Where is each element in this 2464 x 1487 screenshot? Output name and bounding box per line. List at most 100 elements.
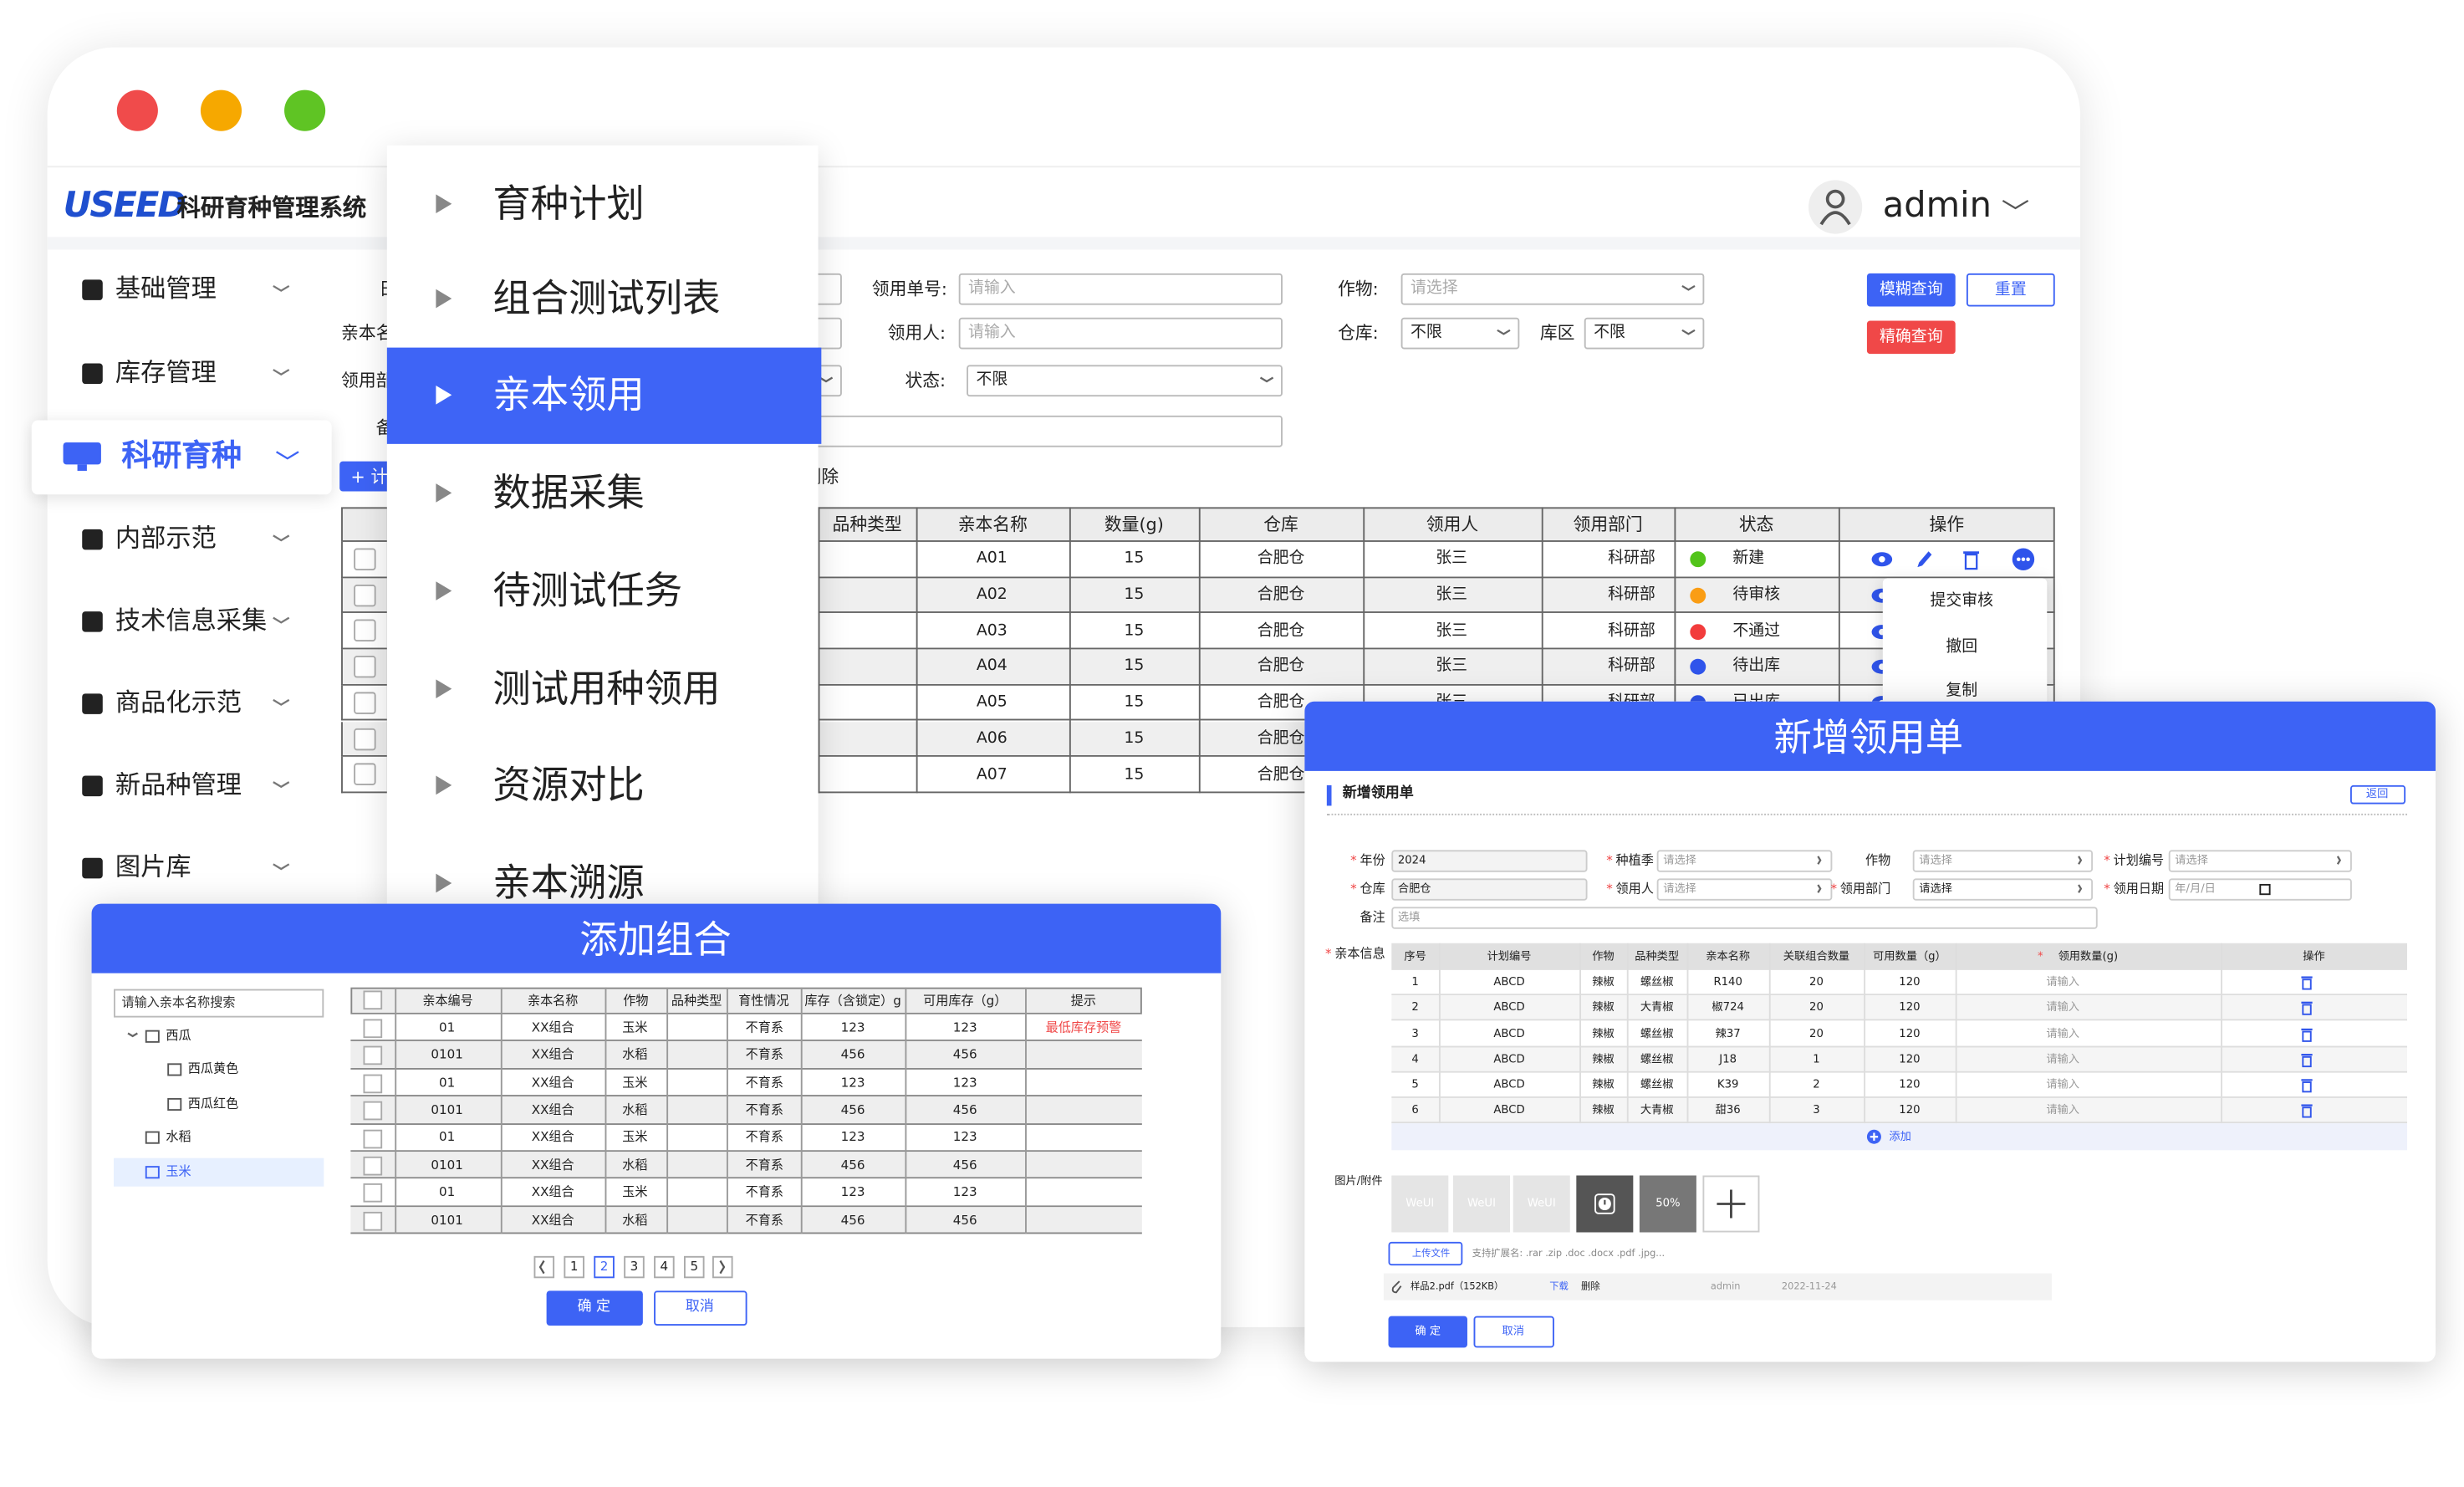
tree-node[interactable]: 水稻 [166, 1129, 191, 1144]
row-menu-item[interactable]: 撤回 [1946, 637, 1978, 656]
checkbox[interactable] [354, 548, 376, 570]
input[interactable] [2168, 850, 2352, 872]
tree-node[interactable]: 玉米 [166, 1164, 191, 1179]
button-text[interactable]: 精确查询 [1880, 328, 1943, 346]
sidebar-item[interactable]: 内部示范 [115, 523, 217, 554]
row-delete[interactable] [2301, 1079, 2313, 1093]
row-menu-item[interactable]: 复制 [1946, 682, 1978, 700]
action-edit[interactable] [1916, 550, 1933, 570]
action-more[interactable] [2012, 549, 2035, 571]
add-row[interactable] [1391, 1123, 2407, 1151]
button-text[interactable]: 模糊查询 [1880, 281, 1943, 299]
input[interactable] [1400, 273, 1705, 305]
checkbox[interactable] [363, 1101, 383, 1121]
input[interactable] [958, 273, 1283, 305]
checkbox[interactable] [363, 1183, 383, 1203]
checkbox[interactable] [363, 1046, 383, 1065]
button-text[interactable]: 确 定 [577, 1299, 611, 1316]
page-box[interactable] [594, 1255, 615, 1279]
page-prev[interactable] [533, 1255, 555, 1279]
menu-item[interactable]: 测试用种领用 [492, 667, 721, 712]
page-number[interactable]: 5 [690, 1259, 699, 1274]
button[interactable] [654, 1290, 747, 1326]
add-text[interactable]: 添加 [1889, 1129, 1911, 1142]
sidebar-item[interactable]: 库存管理 [115, 356, 217, 387]
checkbox[interactable] [363, 1019, 383, 1039]
button-text[interactable]: 取消 [1502, 1325, 1524, 1338]
input[interactable] [1912, 850, 2094, 872]
action-view[interactable] [1871, 552, 1893, 568]
button-text[interactable]: 返回 [2365, 787, 2389, 800]
menu-item[interactable]: 亲本溯源 [492, 861, 645, 906]
input[interactable] [1400, 317, 1520, 350]
page-next[interactable] [712, 1255, 733, 1279]
page-number[interactable]: 4 [660, 1259, 669, 1274]
checkbox[interactable] [363, 990, 383, 1010]
row-delete[interactable] [2301, 976, 2313, 990]
button[interactable] [1966, 273, 2055, 307]
input[interactable] [1584, 317, 1705, 350]
input[interactable] [958, 317, 1283, 350]
input[interactable] [1656, 850, 1833, 872]
tree-node[interactable]: 西瓜 [166, 1028, 191, 1043]
page-box[interactable] [624, 1255, 645, 1279]
button-text[interactable]: 上传文件 [1411, 1247, 1451, 1259]
checkbox[interactable] [354, 692, 376, 714]
menu-item[interactable]: 育种计划 [492, 181, 645, 227]
button[interactable] [546, 1290, 643, 1326]
sidebar-item[interactable]: 商品化示范 [115, 687, 242, 718]
row-delete[interactable] [2301, 1053, 2313, 1067]
menu-item[interactable]: 亲本领用 [492, 372, 645, 417]
add-image[interactable] [1702, 1175, 1760, 1233]
tree-node[interactable]: 西瓜黄色 [187, 1061, 239, 1076]
checkbox[interactable] [363, 1156, 383, 1176]
button[interactable] [1388, 1316, 1467, 1348]
page-number[interactable]: 1 [569, 1259, 579, 1274]
file-download[interactable]: 下载 [1549, 1280, 1569, 1292]
input[interactable] [1912, 878, 2094, 901]
menu-item[interactable]: 组合测试列表 [492, 276, 721, 321]
checkbox[interactable] [354, 620, 376, 642]
sidebar-item[interactable]: 技术信息采集 [115, 605, 268, 636]
input[interactable] [1391, 850, 1588, 872]
page-box[interactable] [683, 1255, 705, 1279]
file-delete[interactable]: 删除 [1580, 1280, 1600, 1292]
button[interactable] [1866, 320, 1956, 355]
page-box[interactable] [654, 1255, 675, 1279]
input[interactable] [1656, 878, 1833, 901]
checkbox[interactable] [354, 727, 376, 750]
row-delete[interactable] [2301, 1027, 2313, 1041]
button-text[interactable]: 取消 [685, 1299, 714, 1316]
menu-item[interactable]: 资源对比 [492, 763, 645, 808]
row-delete[interactable] [2301, 1104, 2313, 1118]
input[interactable] [1391, 907, 2098, 929]
input[interactable] [967, 365, 1283, 397]
checkbox[interactable] [354, 763, 376, 786]
button[interactable] [1388, 1241, 1463, 1266]
sidebar-item[interactable]: 基础管理 [115, 273, 217, 304]
sidebar-item[interactable]: 新品种管理 [115, 769, 242, 800]
button-text[interactable]: 重置 [1994, 281, 2027, 299]
checkbox[interactable] [363, 1128, 383, 1148]
search-input[interactable] [114, 989, 324, 1018]
checkbox[interactable] [354, 584, 376, 606]
button[interactable] [2349, 784, 2406, 805]
button[interactable] [1473, 1316, 1554, 1348]
sidebar-item[interactable]: 科研育种 [121, 438, 242, 473]
checkbox[interactable] [363, 1074, 383, 1093]
menu-item[interactable]: 待测试任务 [492, 569, 683, 613]
row-menu-item[interactable]: 提交审核 [1930, 592, 1994, 611]
page-box[interactable] [564, 1255, 584, 1279]
checkbox[interactable] [363, 1211, 383, 1231]
input[interactable] [758, 415, 1283, 447]
action-delete[interactable] [1963, 550, 1980, 570]
row-delete[interactable] [2301, 1002, 2313, 1016]
user-name[interactable]: admin [1882, 186, 1992, 227]
checkbox[interactable] [354, 656, 376, 678]
button[interactable] [1866, 273, 1956, 307]
tree-node[interactable]: 西瓜红色 [187, 1096, 239, 1111]
menu-item[interactable]: 数据采集 [492, 470, 645, 515]
button-text[interactable]: 确 定 [1415, 1325, 1441, 1338]
page-number[interactable]: 3 [630, 1259, 639, 1274]
page-number[interactable]: 2 [599, 1259, 609, 1274]
